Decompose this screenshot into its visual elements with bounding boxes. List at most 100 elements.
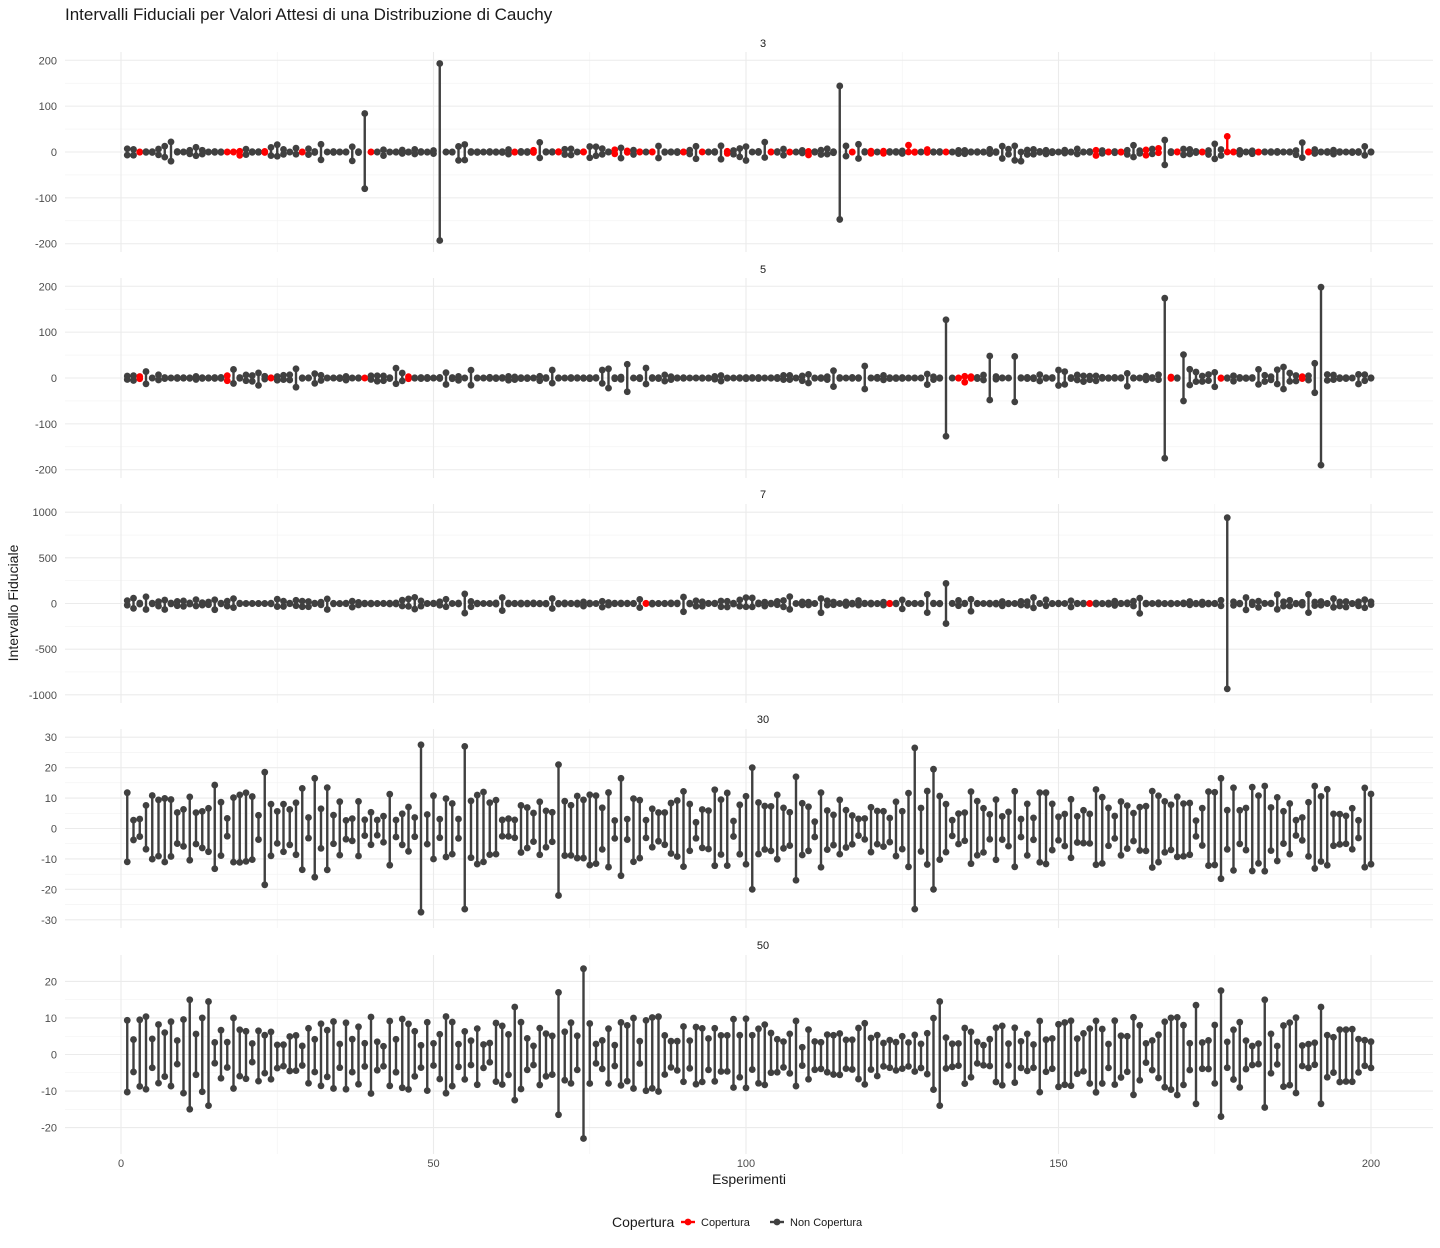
interval-lower-point bbox=[398, 602, 406, 610]
interval-upper-point bbox=[180, 148, 187, 156]
interval-lower-point bbox=[1167, 846, 1175, 854]
interval-upper-point bbox=[330, 1018, 337, 1025]
interval-upper-point bbox=[630, 599, 637, 607]
legend-key-point bbox=[684, 1218, 692, 1226]
interval-lower-point bbox=[373, 1066, 381, 1074]
interval-upper-point bbox=[542, 599, 550, 607]
interval-upper-point bbox=[480, 788, 487, 796]
interval-lower-point bbox=[605, 1079, 612, 1087]
interval-lower-point bbox=[611, 1062, 619, 1070]
interval-upper-point bbox=[823, 1031, 831, 1039]
interval-lower-point bbox=[955, 840, 962, 848]
interval-lower-point bbox=[1242, 1065, 1250, 1073]
interval-lower-point bbox=[167, 157, 175, 165]
interval-upper-point bbox=[1273, 366, 1281, 374]
interval-lower-point bbox=[323, 866, 331, 874]
interval-lower-point bbox=[1305, 609, 1312, 617]
interval-lower-point bbox=[661, 377, 669, 385]
interval-upper-point bbox=[948, 816, 956, 824]
interval-upper-point bbox=[1023, 374, 1031, 381]
interval-lower-point bbox=[755, 850, 762, 858]
interval-lower-point bbox=[1361, 377, 1369, 385]
interval-upper-point bbox=[948, 374, 956, 382]
interval-upper-point bbox=[142, 801, 150, 809]
interval-lower-point bbox=[1230, 867, 1237, 874]
interval-lower-point bbox=[923, 609, 931, 617]
interval-upper-point bbox=[442, 148, 450, 156]
interval-upper-point bbox=[1111, 597, 1119, 605]
interval-lower-point bbox=[548, 379, 556, 387]
interval-upper-point bbox=[555, 989, 562, 996]
interval-upper-point bbox=[492, 599, 500, 607]
interval-lower-point bbox=[1367, 1064, 1375, 1072]
interval-lower-point bbox=[286, 1067, 294, 1075]
interval-lower-point bbox=[361, 185, 369, 193]
interval-upper-point bbox=[511, 373, 519, 381]
interval-upper-point bbox=[480, 1041, 487, 1048]
interval-upper-point bbox=[948, 148, 956, 156]
interval-upper-point bbox=[361, 110, 369, 117]
interval-upper-point bbox=[223, 372, 231, 380]
interval-upper-point bbox=[523, 374, 531, 382]
interval-lower-point bbox=[342, 1085, 350, 1093]
interval-lower-point bbox=[1255, 1060, 1262, 1068]
interval-upper-point bbox=[1061, 368, 1069, 375]
interval-lower-point bbox=[755, 1079, 762, 1087]
interval-upper-point bbox=[780, 145, 787, 153]
interval-upper-point bbox=[223, 597, 231, 605]
interval-lower-point bbox=[280, 1062, 287, 1070]
interval-upper-point bbox=[1311, 598, 1319, 606]
interval-upper-point bbox=[1361, 596, 1369, 604]
interval-upper-point bbox=[1230, 148, 1237, 156]
interval-lower-point bbox=[442, 381, 450, 388]
interval-lower-point bbox=[573, 1066, 581, 1074]
interval-upper-point bbox=[555, 761, 562, 769]
interval-upper-point bbox=[742, 1015, 750, 1023]
interval-upper-point bbox=[205, 598, 212, 606]
interval-upper-point bbox=[805, 803, 812, 811]
interval-upper-point bbox=[661, 371, 669, 379]
interval-upper-point bbox=[955, 596, 962, 604]
interval-upper-point bbox=[505, 146, 512, 153]
x-tick-label: 150 bbox=[1049, 1158, 1067, 1170]
interval-lower-point bbox=[423, 1087, 431, 1095]
interval-upper-point bbox=[455, 1040, 462, 1048]
interval-upper-point bbox=[1286, 148, 1294, 156]
interval-lower-point bbox=[373, 377, 381, 385]
interval-upper-point bbox=[211, 148, 219, 155]
interval-lower-point bbox=[186, 856, 194, 864]
interval-upper-point bbox=[467, 366, 475, 374]
interval-upper-point bbox=[998, 374, 1006, 382]
interval-upper-point bbox=[423, 148, 431, 156]
interval-lower-point bbox=[380, 838, 387, 846]
interval-lower-point bbox=[1030, 604, 1037, 612]
interval-upper-point bbox=[417, 148, 425, 155]
interval-upper-point bbox=[973, 1038, 981, 1046]
interval-upper-point bbox=[367, 148, 375, 156]
interval-lower-point bbox=[1273, 857, 1281, 865]
interval-upper-point bbox=[473, 374, 481, 382]
interval-lower-point bbox=[473, 1081, 481, 1089]
interval-upper-point bbox=[942, 800, 950, 808]
interval-upper-point bbox=[498, 594, 506, 601]
interval-upper-point bbox=[386, 148, 394, 156]
interval-upper-point bbox=[1011, 1024, 1019, 1032]
interval-lower-point bbox=[830, 383, 837, 390]
y-tick-label: 0 bbox=[51, 599, 57, 611]
interval-upper-point bbox=[473, 599, 481, 607]
interval-lower-point bbox=[561, 852, 569, 859]
interval-lower-point bbox=[967, 860, 975, 868]
interval-upper-point bbox=[842, 1036, 850, 1044]
interval-lower-point bbox=[961, 1080, 969, 1087]
interval-lower-point bbox=[167, 1082, 175, 1090]
interval-upper-point bbox=[592, 1040, 600, 1048]
interval-upper-point bbox=[1005, 599, 1012, 607]
interval-lower-point bbox=[567, 1079, 575, 1087]
interval-upper-point bbox=[1236, 806, 1244, 814]
interval-upper-point bbox=[1298, 598, 1306, 606]
interval-upper-point bbox=[386, 374, 394, 382]
interval-upper-point bbox=[255, 369, 262, 377]
interval-upper-point bbox=[998, 142, 1006, 150]
